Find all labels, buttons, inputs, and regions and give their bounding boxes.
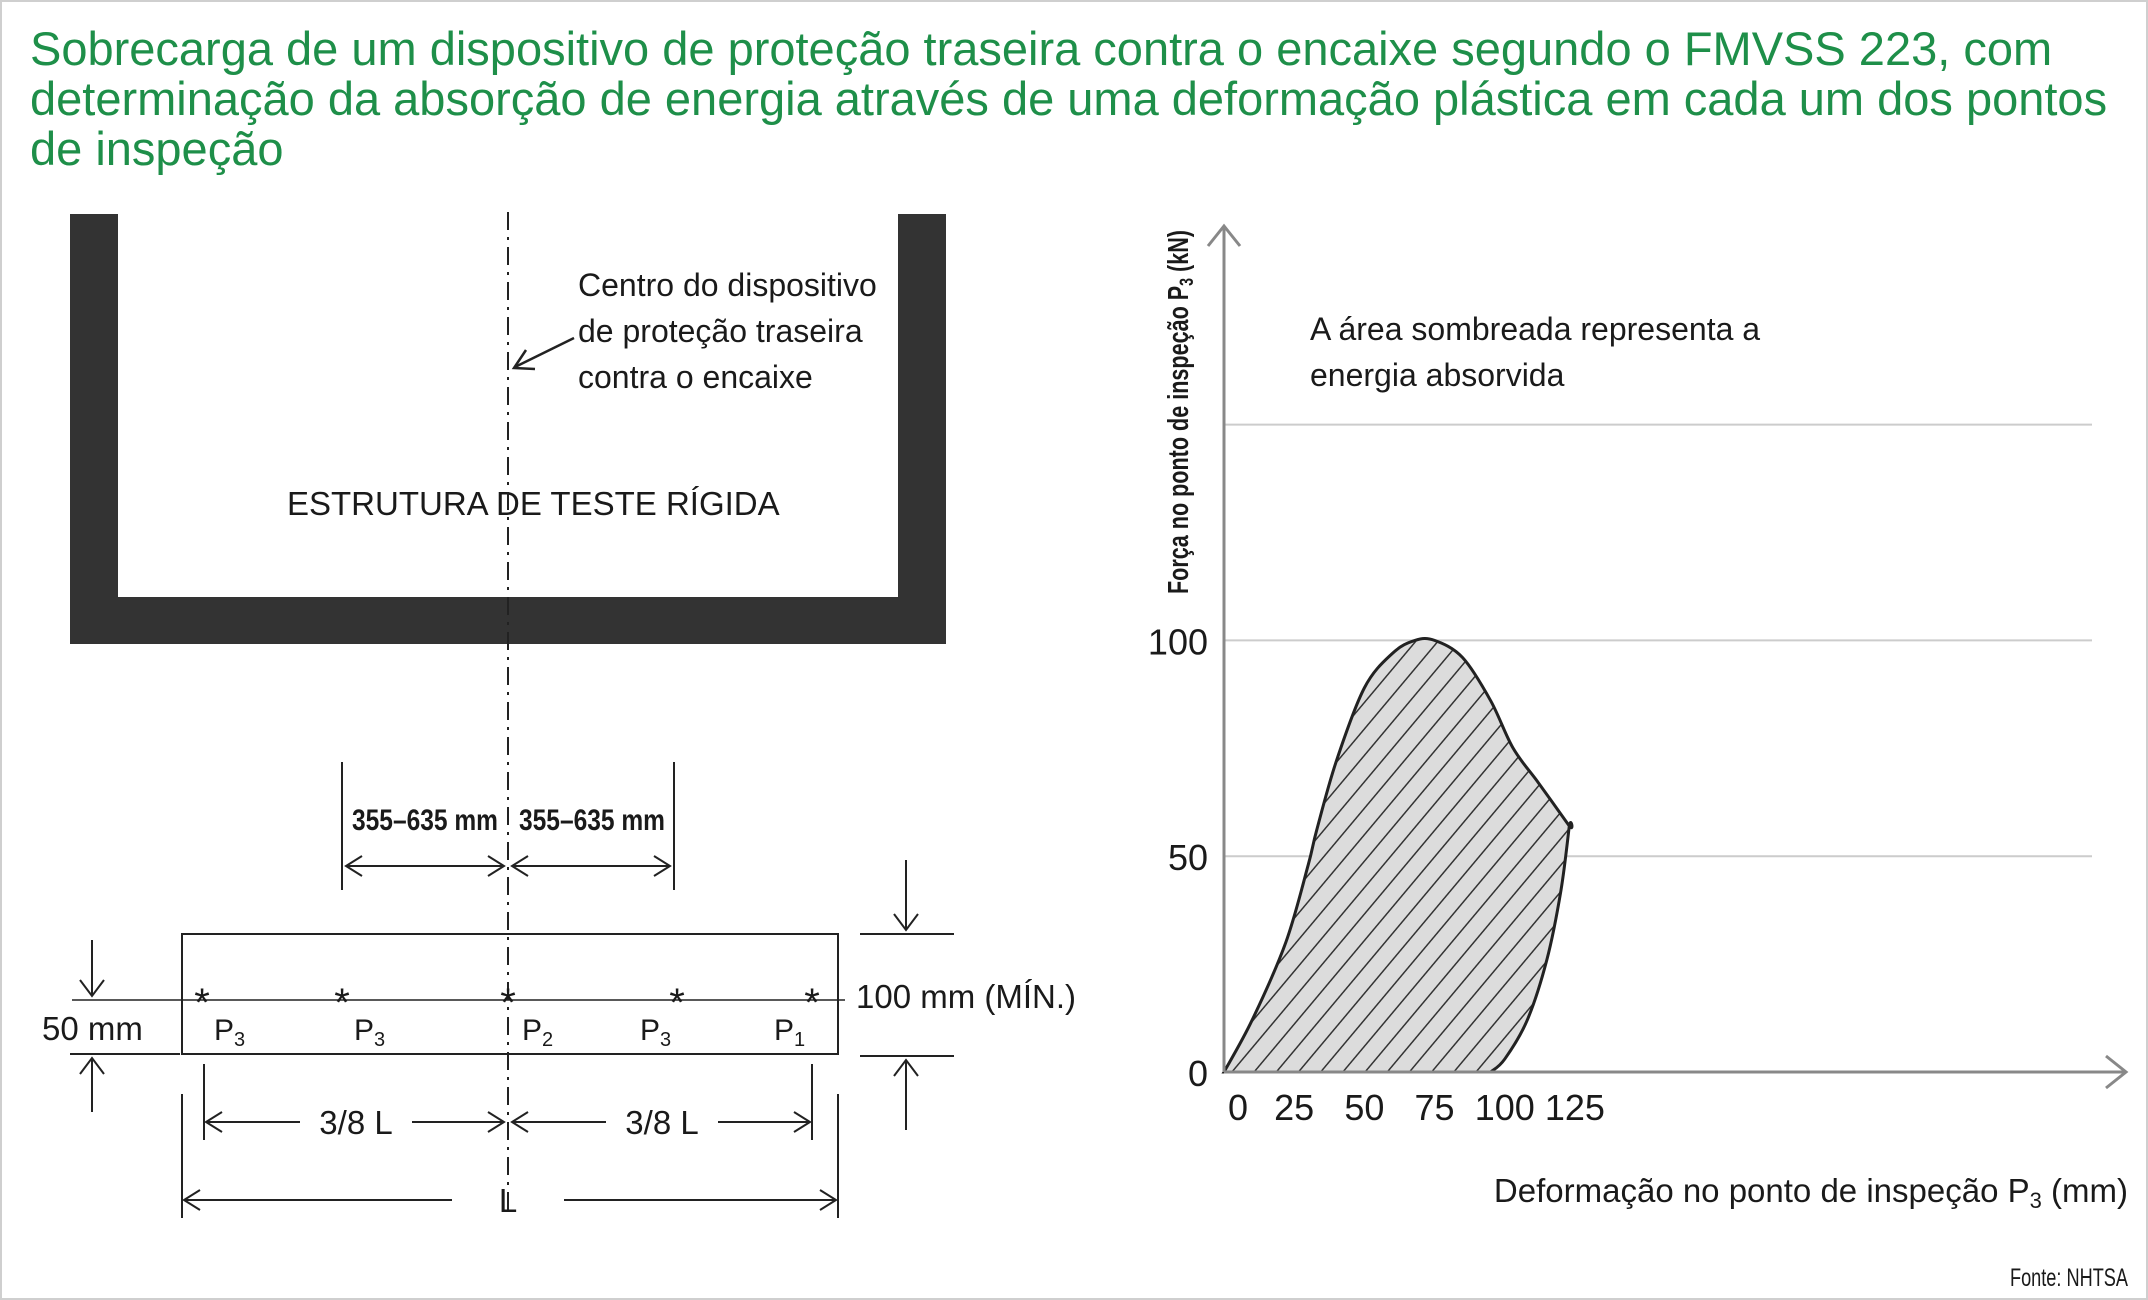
point-label: P3	[640, 1014, 671, 1051]
x-tick-label: 100	[1475, 1087, 1535, 1128]
point-label: P2	[522, 1014, 553, 1051]
figure-title: Sobrecarga de um dispositivo de proteção…	[30, 22, 2108, 175]
point-label: P3	[354, 1014, 385, 1051]
y-tick-label: 50	[1168, 837, 1208, 878]
offset-dim-label: 50 mm	[42, 1010, 143, 1047]
x-tick-label: 0	[1228, 1087, 1248, 1128]
y-tick-label: 0	[1188, 1053, 1208, 1094]
left-span-label: 3/8 L	[319, 1104, 392, 1141]
x-axis-arrowhead	[2105, 1054, 2129, 1090]
center-note-line-2: de proteção traseira	[578, 313, 863, 349]
x-tick-label: 25	[1274, 1087, 1314, 1128]
guard-beam	[181, 933, 839, 1055]
center-note: Centro do dispositivo de proteção trasei…	[511, 267, 877, 395]
height-dim-label: 100 mm (MÍN.)	[856, 978, 1076, 1015]
point-marker: *	[804, 981, 820, 1025]
chart-annotation-line-1: A área sombreada representa a	[1310, 311, 1760, 347]
x-tick-label: 125	[1545, 1087, 1605, 1128]
length-label: L	[499, 1182, 517, 1219]
right-span-label: 3/8 L	[625, 1104, 698, 1141]
point-marker: *	[194, 981, 210, 1025]
x-axis-label: Deformação no ponto de inspeção P3 (mm)	[1494, 1172, 2128, 1213]
y-tick-label: 100	[1148, 621, 1208, 662]
span-dimensions: 3/8 L 3/8 L	[203, 1064, 813, 1141]
point-marker: *	[500, 981, 516, 1025]
center-note-line-1: Centro do dispositivo	[578, 267, 877, 303]
point-marker: *	[334, 981, 350, 1025]
source-note: Fonte: NHTSA	[2010, 1264, 2128, 1292]
center-note-leader	[514, 336, 575, 369]
energy-absorbed-area	[1221, 637, 1574, 1074]
y-axis-arrowhead	[1206, 223, 1242, 247]
point-marker: *	[669, 981, 685, 1025]
chart-annotation-line-2: energia absorvida	[1310, 357, 1565, 393]
dim-right-label: 355–635 mm	[519, 804, 665, 837]
point-label: P1	[774, 1014, 805, 1051]
inspection-points: * * * * * P3 P3 P2 P3 P1	[194, 981, 820, 1051]
point-label: P3	[214, 1014, 245, 1051]
x-tick-label: 50	[1344, 1087, 1384, 1128]
center-note-line-3: contra o encaixe	[578, 359, 813, 395]
lateral-dimension: 355–635 mm 355–635 mm	[341, 762, 675, 890]
x-tick-label: 75	[1415, 1087, 1455, 1128]
height-dimension: 100 mm (MÍN.)	[856, 860, 1076, 1130]
dim-left-label: 355–635 mm	[352, 804, 498, 837]
offset-dimension: 50 mm	[42, 940, 180, 1112]
structure-label: ESTRUTURA DE TESTE RÍGIDA	[287, 485, 780, 522]
length-dimension: L	[181, 1094, 839, 1219]
chart-axes	[1206, 223, 2129, 1090]
y-axis-label: Força no ponto de inspeção P3 (kN)	[1163, 230, 1198, 594]
center-note-arrowhead	[511, 349, 536, 371]
